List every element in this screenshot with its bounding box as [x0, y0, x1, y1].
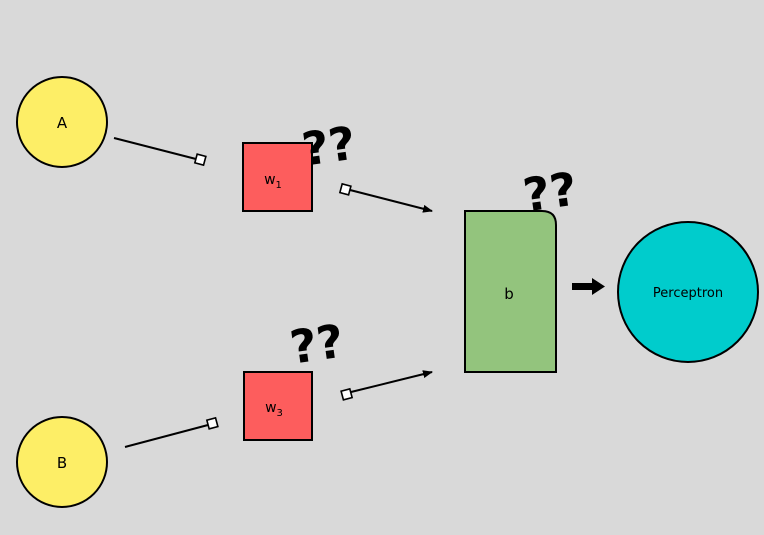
weight-node-w3-subscript: 3	[277, 408, 283, 419]
bias-node-label: b	[504, 285, 514, 303]
connector-w1-start-handle	[338, 182, 352, 196]
bias-question-marks: ??	[520, 162, 580, 223]
weight-node-w1[interactable]: w1	[242, 142, 313, 212]
weight-3-question-marks: ??	[287, 314, 347, 375]
connector-w3-start-handle	[340, 387, 354, 401]
perceptron-node[interactable]: Perceptron	[617, 221, 759, 363]
connector-b-end-handle	[205, 416, 219, 430]
weight-node-w1-subscript: 1	[276, 180, 282, 191]
connector-b-to-w3	[124, 424, 209, 448]
input-node-b-shape	[16, 416, 108, 508]
bias-to-output-arrow	[572, 278, 605, 295]
weight-node-w1-label: w1	[264, 172, 282, 191]
weight-node-w1-letter: w	[264, 172, 275, 188]
input-node-a-label: A	[57, 114, 68, 132]
weight-node-w3-shape	[243, 371, 313, 441]
perceptron-node-shape	[617, 221, 759, 363]
input-node-a[interactable]: A	[16, 76, 108, 168]
weight-1-question-marks: ??	[299, 116, 359, 177]
connector-a-to-w1	[113, 137, 197, 160]
weight-node-w3-label: w3	[265, 400, 283, 419]
input-node-b[interactable]: B	[16, 416, 108, 508]
bias-node[interactable]: b	[464, 210, 557, 373]
weight-node-w1-shape	[242, 142, 313, 212]
weight-node-w3-letter: w	[265, 400, 276, 416]
bias-node-shape	[464, 210, 557, 373]
input-node-b-label: B	[57, 454, 67, 472]
perceptron-node-label: Perceptron	[653, 286, 723, 301]
input-node-a-shape	[16, 76, 108, 168]
connector-w3-to-bias	[350, 370, 433, 393]
connector-w1-to-bias	[349, 189, 433, 213]
connector-a-end-handle	[193, 153, 207, 167]
weight-node-w3[interactable]: w3	[243, 371, 313, 441]
